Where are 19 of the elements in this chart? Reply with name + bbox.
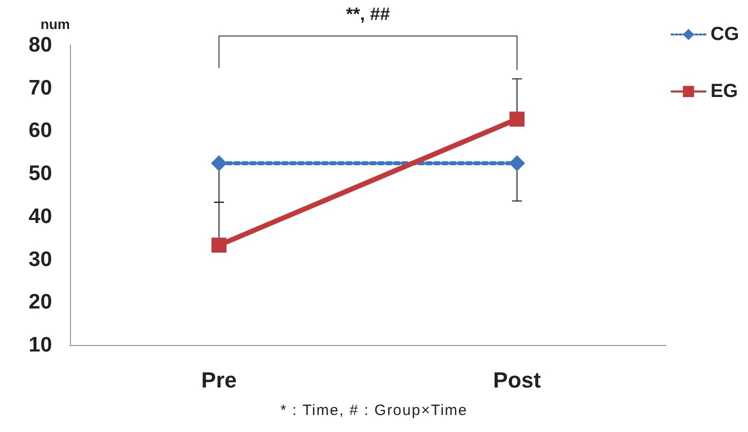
y-tick-label: 30 (28, 248, 52, 271)
y-tick-label: 70 (28, 76, 52, 100)
point (510, 112, 524, 127)
point (212, 238, 226, 253)
point (211, 155, 227, 172)
y-tick-label: 10 (28, 334, 52, 356)
y-tick-label: 60 (28, 119, 52, 142)
x-tick-label: Post (493, 368, 542, 392)
text: * : Time, # : Group×Time (279, 402, 469, 419)
y-tick-label: 40 (28, 204, 52, 228)
y-tick-label: 80 (28, 34, 52, 56)
y-tick-label: 20 (28, 290, 52, 314)
x-tick-label: Pre (201, 368, 237, 392)
y-axis-title: num (40, 16, 70, 32)
y-tick-label: 50 (28, 162, 52, 186)
text: **, ## (346, 4, 390, 25)
legend-label: CG (710, 24, 739, 45)
legend-label: EG (710, 81, 738, 102)
point (509, 155, 525, 172)
